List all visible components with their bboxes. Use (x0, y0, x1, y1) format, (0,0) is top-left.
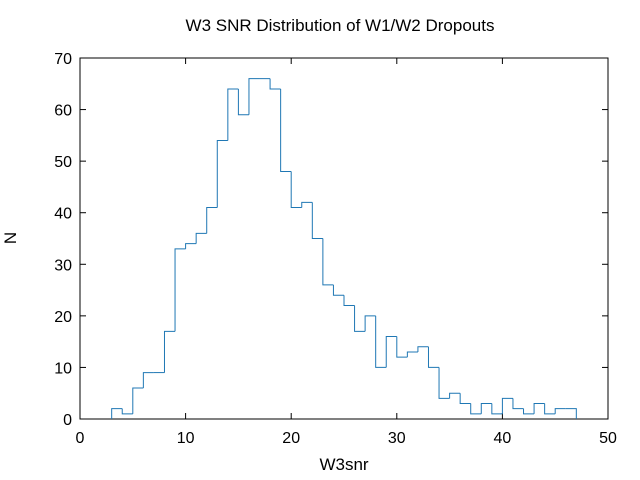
x-tick-label: 10 (177, 430, 195, 447)
histogram-bin (480, 403, 492, 414)
histogram-series (111, 78, 577, 419)
histogram-bin (354, 305, 366, 332)
histogram-bin (269, 78, 281, 90)
histogram-bin (565, 408, 577, 419)
histogram-bin (512, 398, 524, 410)
histogram-bin (533, 403, 545, 414)
x-tick-label: 50 (599, 430, 617, 447)
histogram-bin (185, 243, 197, 249)
histogram-bin (406, 351, 418, 358)
histogram-bin (438, 367, 450, 399)
histogram-bin (554, 408, 566, 414)
histogram-bin (459, 393, 471, 405)
histogram-bin (280, 88, 292, 172)
histogram-bin (206, 207, 218, 234)
chart-title: W3 SNR Distribution of W1/W2 Dropouts (186, 16, 495, 35)
histogram-bin (237, 88, 249, 116)
histogram-bin (427, 346, 440, 368)
histogram-bin (396, 336, 408, 358)
histogram-bin (385, 335, 397, 368)
x-tick-label: 20 (282, 430, 300, 447)
axis-ticks: 0 10 20 30 40 50 0 10 20 30 40 50 60 70 (54, 51, 617, 447)
histogram-bin (311, 202, 323, 239)
y-tick-label: 30 (54, 257, 72, 274)
histogram-bin (111, 408, 123, 419)
y-tick-label: 20 (54, 309, 72, 326)
x-tick-label: 40 (494, 430, 512, 447)
histogram-bin (343, 295, 355, 307)
plot-frame (79, 57, 609, 420)
histogram-bin (227, 88, 239, 141)
y-tick-label: 40 (54, 206, 72, 223)
y-tick-label: 0 (63, 412, 72, 429)
x-tick-label: 0 (76, 430, 85, 447)
y-tick-label: 10 (54, 360, 72, 377)
histogram-bin (449, 392, 461, 399)
histogram-bin (195, 232, 207, 244)
histogram-bin (523, 408, 535, 415)
y-tick-label: 60 (54, 103, 72, 120)
histogram-bin (375, 315, 387, 368)
histogram-bin (132, 387, 144, 414)
histogram-bin (121, 408, 133, 415)
y-tick-label: 70 (54, 51, 72, 68)
histogram-bin (501, 397, 513, 414)
histogram-bin (491, 403, 503, 415)
x-tick-label: 30 (388, 430, 406, 447)
histogram-bin (216, 140, 228, 208)
histogram-bin (248, 78, 260, 115)
histogram-bin (163, 330, 176, 373)
histogram-bin (332, 284, 344, 296)
y-tick-label: 50 (54, 154, 72, 171)
histogram-bin (544, 403, 556, 415)
histogram-bin (417, 346, 429, 352)
histogram-bin (322, 238, 334, 286)
histogram-bin (364, 315, 376, 332)
x-axis-label: W3snr (319, 455, 368, 474)
histogram-bin (174, 248, 186, 332)
histogram-bin (142, 372, 154, 389)
histogram-bin (290, 171, 302, 209)
histogram-bin (301, 201, 313, 208)
histogram-bin (470, 403, 482, 415)
y-axis-label: N (1, 232, 20, 244)
